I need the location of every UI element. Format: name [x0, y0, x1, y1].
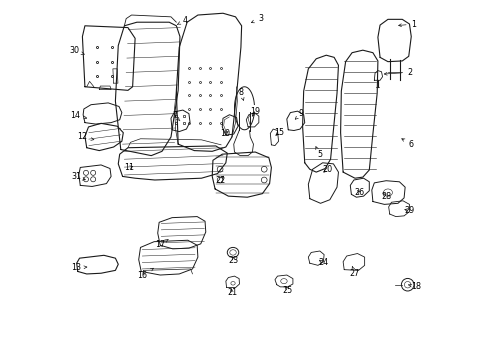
Text: 24: 24: [318, 258, 328, 267]
Text: 6: 6: [401, 139, 413, 149]
Text: 29: 29: [404, 206, 414, 215]
Text: 2: 2: [384, 68, 411, 77]
Text: 16: 16: [137, 268, 153, 279]
Text: 1: 1: [398, 19, 416, 28]
Text: 19: 19: [250, 107, 260, 116]
Text: 8: 8: [238, 87, 244, 100]
Text: 4: 4: [177, 16, 187, 25]
Text: 3: 3: [251, 14, 263, 23]
Text: 20: 20: [321, 165, 331, 174]
Text: 30: 30: [69, 46, 84, 55]
Text: 27: 27: [349, 266, 359, 278]
Text: 14: 14: [70, 111, 86, 120]
Text: 22: 22: [215, 176, 225, 185]
Text: 26: 26: [353, 188, 364, 197]
Text: 11: 11: [124, 163, 134, 172]
Text: 9: 9: [295, 109, 303, 119]
Text: 12: 12: [77, 132, 94, 141]
Text: 10: 10: [220, 129, 230, 138]
Text: 23: 23: [228, 256, 238, 265]
Text: 28: 28: [380, 192, 390, 201]
Text: 21: 21: [226, 288, 237, 297]
Text: 5: 5: [315, 147, 322, 159]
Text: 15: 15: [273, 128, 284, 137]
Text: 25: 25: [282, 285, 292, 294]
Text: 31: 31: [71, 172, 85, 181]
Text: 7: 7: [172, 111, 180, 121]
Text: 17: 17: [155, 239, 168, 249]
Text: 13: 13: [71, 264, 87, 273]
Text: 18: 18: [408, 282, 421, 291]
